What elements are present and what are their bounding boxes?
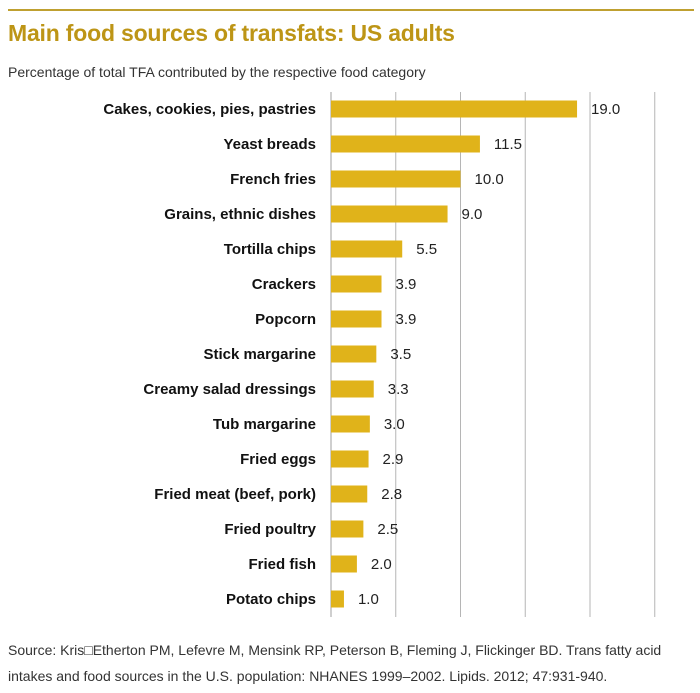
category-label: Crackers <box>252 276 316 293</box>
bar <box>331 240 403 258</box>
value-label: 10.0 <box>475 171 504 188</box>
bar <box>331 380 374 398</box>
value-label: 19.0 <box>591 101 620 118</box>
value-label: 9.0 <box>462 206 483 223</box>
value-label: 2.5 <box>377 521 398 538</box>
category-label: Potato chips <box>226 591 316 608</box>
category-labels: Cakes, cookies, pies, pastries Yeast brea… <box>103 101 316 608</box>
value-label: 5.5 <box>416 241 437 258</box>
bar <box>331 485 368 503</box>
value-label: 2.8 <box>381 486 402 503</box>
category-label: Creamy salad dressings <box>143 381 316 398</box>
bar <box>331 450 369 468</box>
category-label: Fried poultry <box>224 521 316 538</box>
value-label: 2.0 <box>371 556 392 573</box>
category-label: French fries <box>230 171 316 188</box>
value-label: 3.0 <box>384 416 405 433</box>
category-label: Fried fish <box>248 556 316 573</box>
category-label: Tub margarine <box>213 416 316 433</box>
bar <box>331 590 344 608</box>
bar <box>331 100 578 118</box>
category-label: Tortilla chips <box>224 241 316 258</box>
category-label: Popcorn <box>255 311 316 328</box>
chart-subtitle: Percentage of total TFA contributed by t… <box>8 64 426 80</box>
category-label: Grains, ethnic dishes <box>164 206 316 223</box>
value-label: 2.9 <box>383 451 404 468</box>
bar <box>331 310 382 328</box>
bar <box>331 170 461 188</box>
bar <box>331 275 382 293</box>
bars <box>331 100 578 608</box>
value-label: 1.0 <box>358 591 379 608</box>
value-label: 11.5 <box>494 136 522 153</box>
chart-title: Main food sources of transfats: US adult… <box>8 20 455 46</box>
value-label: 3.9 <box>396 276 417 293</box>
bar <box>331 415 370 433</box>
category-label: Yeast breads <box>223 136 316 153</box>
bar <box>331 205 448 223</box>
source-note: Source: Kris□Etherton PM, Lefevre M, Men… <box>8 642 662 684</box>
bar <box>331 345 377 363</box>
bar <box>331 520 364 538</box>
top-rule <box>8 9 694 11</box>
value-label: 3.3 <box>388 381 409 398</box>
value-label: 3.9 <box>396 311 417 328</box>
bar <box>331 135 480 153</box>
category-label: Stick margarine <box>203 346 316 363</box>
value-label: 3.5 <box>390 346 411 363</box>
category-label: Cakes, cookies, pies, pastries <box>103 101 316 118</box>
category-label: Fried meat (beef, pork) <box>154 486 316 503</box>
value-labels: 19.0 11.5 10.0 9.0 5.5 3.9 3.9 3.5 3.3 3.0 2.9 2.8 2… <box>358 101 620 608</box>
category-label: Fried eggs <box>240 451 316 468</box>
bar <box>331 555 357 573</box>
